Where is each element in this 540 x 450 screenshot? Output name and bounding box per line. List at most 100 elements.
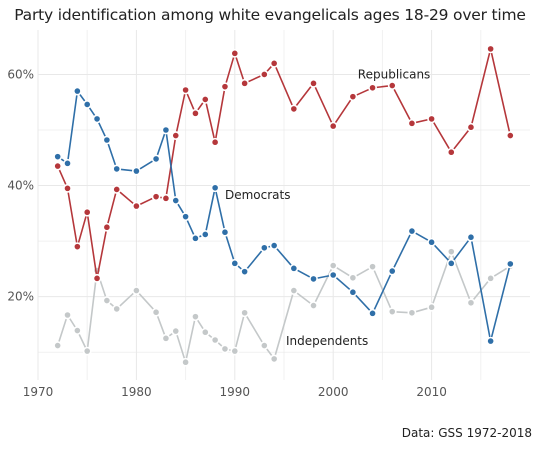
data-point-independents bbox=[200, 327, 210, 337]
data-point-independents bbox=[486, 273, 496, 283]
data-point-republicans bbox=[466, 122, 476, 132]
data-point-democrats bbox=[191, 233, 200, 243]
data-point-democrats bbox=[82, 100, 92, 109]
data-point-independents bbox=[259, 341, 269, 350]
data-point-independents bbox=[171, 326, 181, 336]
data-point-democrats bbox=[259, 243, 269, 253]
y-tick-label: 60% bbox=[7, 67, 34, 81]
axis-tick-labels: 1970 1980 1990 2000 2010 20% 40% 60% bbox=[7, 67, 447, 399]
data-point-independents bbox=[151, 307, 161, 317]
x-tick-label: 1980 bbox=[121, 385, 152, 399]
data-point-republicans bbox=[348, 92, 358, 102]
data-point-independents bbox=[102, 296, 112, 305]
data-point-independents bbox=[328, 261, 338, 270]
y-tick-label: 20% bbox=[7, 290, 34, 304]
data-point-democrats bbox=[131, 166, 141, 176]
data-point-republicans bbox=[259, 70, 269, 79]
data-point-republicans bbox=[200, 95, 210, 104]
data-point-republicans bbox=[131, 201, 141, 211]
x-tick-label: 2000 bbox=[318, 385, 349, 399]
label-independents: Independents bbox=[286, 334, 368, 348]
data-point-democrats bbox=[289, 263, 299, 273]
data-point-democrats bbox=[427, 237, 436, 247]
data-point-democrats bbox=[63, 158, 72, 168]
data-point-independents bbox=[53, 341, 63, 350]
data-point-republicans bbox=[102, 222, 112, 232]
x-tick-label: 2010 bbox=[416, 385, 447, 399]
data-point-republicans bbox=[161, 193, 171, 203]
data-point-independents bbox=[112, 304, 122, 314]
data-point-democrats bbox=[309, 274, 318, 284]
series-layer bbox=[53, 44, 515, 367]
data-point-independents bbox=[348, 273, 358, 283]
data-point-republicans bbox=[171, 131, 181, 140]
data-point-independents bbox=[466, 298, 476, 308]
data-point-republicans bbox=[368, 83, 377, 93]
label-democrats: Democrats bbox=[225, 188, 291, 202]
data-point-republicans bbox=[53, 161, 63, 171]
data-point-republicans bbox=[210, 137, 220, 147]
y-tick-label: 40% bbox=[7, 179, 34, 193]
data-point-democrats bbox=[230, 258, 240, 268]
series-democrats bbox=[53, 86, 515, 346]
data-point-independents bbox=[240, 308, 250, 318]
data-point-democrats bbox=[72, 86, 82, 96]
data-point-republicans bbox=[289, 104, 299, 114]
label-republicans: Republicans bbox=[358, 67, 431, 81]
data-point-republicans bbox=[63, 183, 72, 193]
data-point-democrats bbox=[269, 241, 279, 250]
data-point-republicans bbox=[309, 78, 318, 88]
data-point-independents bbox=[210, 335, 220, 345]
data-point-independents bbox=[161, 333, 171, 343]
data-point-democrats bbox=[210, 183, 220, 193]
data-point-democrats bbox=[407, 226, 417, 236]
series-republicans bbox=[53, 44, 515, 283]
data-point-democrats bbox=[171, 196, 181, 205]
data-point-independents bbox=[63, 310, 72, 320]
data-point-republicans bbox=[427, 114, 436, 124]
data-point-independents bbox=[387, 307, 397, 317]
data-point-republicans bbox=[486, 44, 496, 54]
data-point-independents bbox=[309, 301, 318, 310]
chart-title: Party identification among white evangel… bbox=[14, 6, 526, 24]
data-point-democrats bbox=[348, 287, 358, 297]
data-point-democrats bbox=[368, 308, 377, 318]
x-tick-label: 1970 bbox=[23, 385, 54, 399]
data-point-republicans bbox=[191, 108, 200, 118]
data-point-independents bbox=[269, 354, 279, 364]
data-point-democrats bbox=[328, 270, 338, 280]
data-point-democrats bbox=[446, 258, 456, 268]
series-independents bbox=[53, 247, 515, 367]
data-point-democrats bbox=[53, 152, 63, 162]
data-point-democrats bbox=[387, 266, 397, 276]
data-point-independents bbox=[230, 346, 240, 356]
series-line-democrats bbox=[57, 90, 512, 342]
data-point-independents bbox=[407, 308, 417, 318]
data-point-republicans bbox=[407, 118, 417, 128]
data-point-republicans bbox=[269, 58, 279, 68]
data-point-republicans bbox=[220, 82, 230, 92]
data-point-republicans bbox=[92, 273, 102, 283]
data-point-republicans bbox=[240, 78, 250, 88]
data-point-democrats bbox=[220, 227, 230, 237]
data-point-republicans bbox=[230, 48, 240, 58]
data-point-independents bbox=[368, 262, 377, 272]
data-point-republicans bbox=[328, 121, 338, 131]
data-point-democrats bbox=[102, 135, 112, 145]
data-point-republicans bbox=[151, 192, 161, 202]
data-point-democrats bbox=[505, 259, 515, 269]
data-point-independents bbox=[131, 286, 141, 295]
data-point-independents bbox=[446, 247, 456, 257]
data-point-independents bbox=[82, 346, 92, 356]
x-tick-label: 1990 bbox=[220, 385, 251, 399]
data-point-democrats bbox=[240, 267, 250, 277]
data-point-independents bbox=[181, 357, 190, 367]
data-point-democrats bbox=[200, 230, 210, 239]
data-point-democrats bbox=[92, 114, 102, 124]
chart-caption: Data: GSS 1972-2018 bbox=[401, 426, 532, 440]
data-point-democrats bbox=[161, 125, 171, 135]
data-point-republicans bbox=[387, 81, 397, 90]
data-point-democrats bbox=[151, 154, 161, 164]
data-point-republicans bbox=[505, 131, 515, 140]
